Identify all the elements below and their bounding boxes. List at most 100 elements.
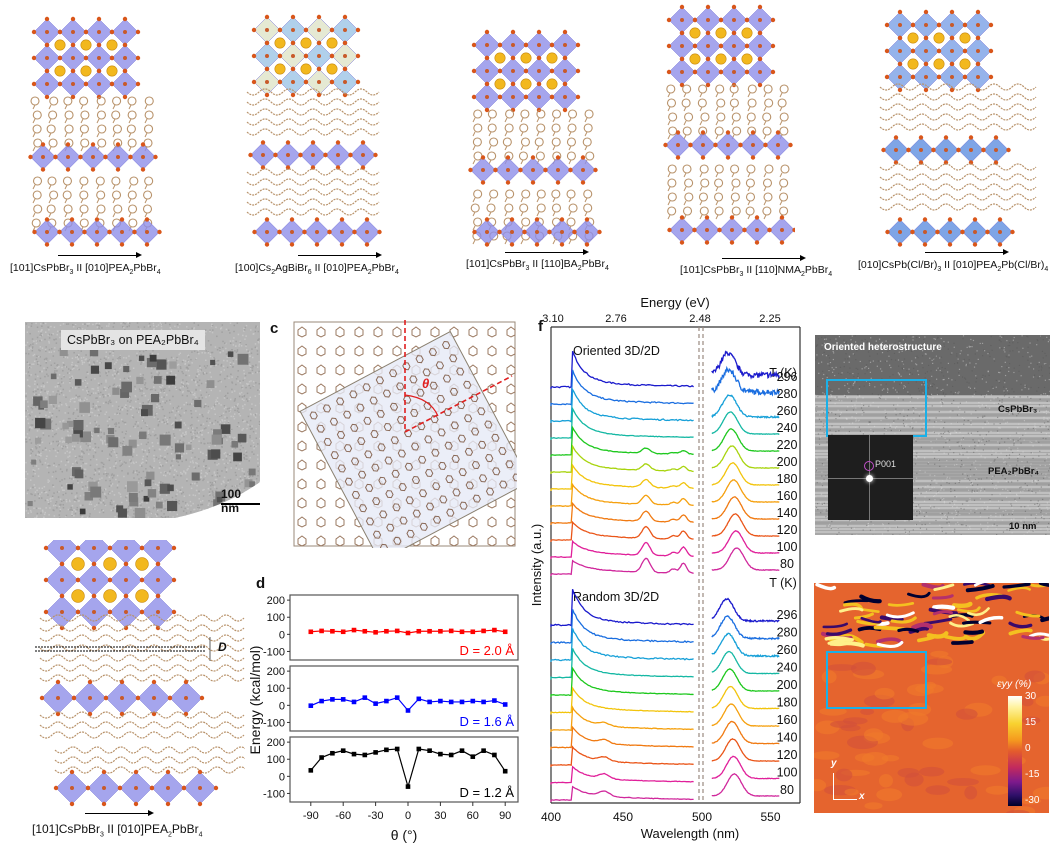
noise	[181, 460, 183, 463]
noise	[196, 375, 199, 377]
cs-atom	[907, 58, 919, 70]
br-atom	[897, 9, 903, 15]
noise	[231, 391, 233, 393]
br-atom	[316, 14, 322, 20]
noise	[99, 478, 101, 480]
noise	[183, 422, 186, 424]
pea-molecule-rotated	[445, 475, 454, 484]
nanocube	[128, 492, 138, 502]
organic-ring	[684, 112, 694, 122]
noise	[97, 400, 99, 403]
noise	[216, 400, 219, 403]
noise	[254, 343, 257, 345]
noise	[196, 435, 198, 437]
noise	[214, 359, 217, 361]
noise	[233, 413, 236, 415]
noise	[52, 471, 55, 473]
organic-ring	[714, 178, 724, 188]
noise	[190, 392, 192, 394]
noise	[81, 467, 83, 470]
noise	[177, 363, 180, 366]
noise	[66, 356, 69, 359]
noise	[243, 369, 245, 372]
noise	[148, 403, 151, 405]
noise	[245, 348, 248, 351]
pea-molecule-rotated	[396, 382, 405, 391]
noise	[113, 369, 115, 372]
organic-ring	[745, 178, 755, 188]
br-atom	[264, 40, 270, 46]
noise	[250, 380, 252, 382]
pb-atom	[124, 546, 128, 550]
pea-molecule	[316, 383, 326, 395]
noise	[114, 467, 117, 469]
noise	[162, 419, 164, 421]
noise	[79, 446, 82, 449]
noise	[153, 458, 155, 460]
pb-atom	[732, 44, 736, 48]
pea-molecule-rotated	[432, 482, 441, 491]
noise	[83, 361, 86, 364]
noise	[225, 484, 227, 486]
organic-ring	[762, 126, 772, 136]
noise	[42, 432, 44, 434]
br-atom	[972, 242, 978, 247]
noise	[913, 367, 915, 369]
noise	[231, 382, 234, 384]
noise	[235, 405, 237, 407]
noise	[949, 446, 951, 448]
organic-ring	[779, 192, 789, 202]
noise	[87, 453, 90, 455]
noise	[105, 381, 107, 383]
noise	[29, 479, 32, 481]
br-atom	[718, 17, 724, 23]
noise	[53, 350, 55, 353]
organic-ring	[126, 124, 136, 134]
grid-edge	[175, 482, 260, 518]
nanocube	[27, 500, 33, 507]
noise	[35, 516, 38, 518]
organic-ring	[79, 124, 89, 134]
br-atom	[559, 242, 565, 247]
noise	[259, 466, 260, 468]
noise	[167, 515, 169, 518]
noise	[104, 394, 107, 397]
organic-bond	[747, 214, 751, 220]
noise	[148, 427, 151, 430]
top-region	[815, 335, 1050, 395]
organic-ring	[32, 176, 43, 186]
noise	[120, 364, 123, 366]
noise	[119, 355, 121, 358]
noise	[235, 383, 237, 386]
noise	[203, 365, 206, 367]
noise	[53, 408, 55, 410]
noise	[1042, 437, 1044, 439]
noise	[97, 467, 100, 470]
noise	[185, 385, 188, 387]
br-atom	[96, 68, 102, 74]
noise	[79, 445, 82, 448]
pea-molecule-rotated	[336, 397, 345, 406]
noise	[183, 453, 185, 455]
noise	[195, 462, 197, 464]
pea-molecule-rotated	[498, 446, 507, 456]
noise	[173, 458, 175, 460]
br-atom	[122, 42, 128, 48]
noise	[116, 484, 119, 486]
noise	[26, 341, 29, 344]
noise	[132, 472, 135, 474]
noise	[49, 359, 52, 362]
noise	[98, 470, 101, 473]
noise	[34, 494, 36, 497]
x-tick-label: -90	[303, 810, 319, 822]
noise	[52, 390, 54, 393]
br-atom	[779, 240, 785, 245]
pb-atom	[70, 786, 74, 790]
br-atom	[277, 27, 283, 33]
noise	[73, 445, 76, 448]
organic-ring	[764, 164, 774, 174]
noise	[102, 509, 104, 512]
br-atom	[87, 679, 93, 685]
br-atom	[705, 82, 711, 88]
noise	[121, 470, 123, 472]
